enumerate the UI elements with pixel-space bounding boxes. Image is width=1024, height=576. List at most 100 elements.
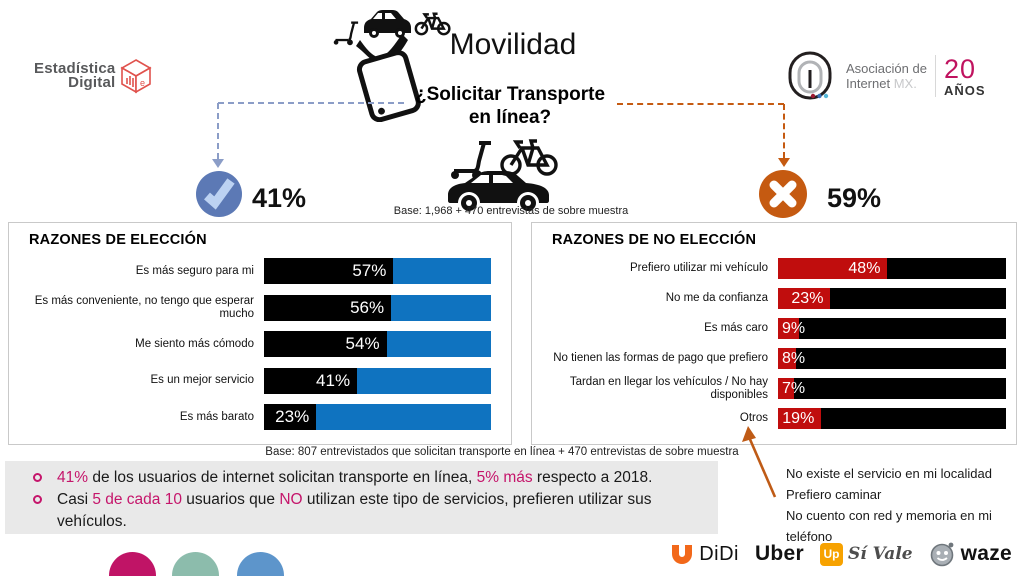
didi-label: DiDi — [699, 542, 739, 565]
aimx-mx-suffix: MX. — [893, 76, 917, 91]
bar-value-label: 41% — [316, 370, 351, 390]
bar-value-label: 7% — [782, 379, 806, 397]
slide-question-line2: en línea? — [468, 107, 552, 128]
reasons-no-panel: RAZONES DE NO ELECCIÓN Prefiero utilizar… — [531, 222, 1017, 445]
bar-row: Es más seguro para mi 57% — [9, 258, 511, 284]
bar-value-label: 9% — [782, 319, 806, 337]
no-connector-vertical — [783, 104, 785, 158]
bar-track: 56% — [264, 294, 491, 321]
bar-category-label: Es más conveniente, no tengo que esperar… — [34, 294, 254, 320]
bar-value-fill: 57% — [264, 258, 394, 284]
bar-row: Es más caro 9% — [532, 318, 1016, 339]
reasons-yes-title: RAZONES DE ELECCIÓN — [29, 232, 207, 248]
vehicles-icon — [448, 139, 558, 211]
bullet-icon — [33, 495, 42, 504]
brand-logos: DiDi Uber Up Sí Vale waze — [670, 537, 1012, 571]
bar-value-fill: 41% — [264, 367, 358, 394]
bar-value-label: 57% — [352, 261, 387, 280]
bar-track: 48% — [778, 258, 1006, 279]
deco-circle-teal — [172, 552, 219, 576]
reasons-no-bars: Prefiero utilizar mi vehículo 48% No me da… — [532, 258, 1016, 429]
estadistica-digital-logo: Estadística Digital e — [34, 58, 153, 94]
bar-value-label: 23% — [791, 289, 824, 307]
bar-track: 19% — [778, 408, 1006, 429]
callout-text: de los usuarios de internet solicitan tr… — [88, 469, 477, 486]
bar-track: 41% — [264, 367, 491, 394]
bar-value-fill: 7% — [778, 378, 805, 399]
deco-circle-pink — [109, 552, 156, 576]
other-reason-line: Prefiero caminar — [786, 487, 882, 502]
sivale-label: Sí Vale — [848, 544, 913, 564]
yes-percentage: 41% — [252, 183, 307, 213]
aimx-20-years: 20 AÑOS — [943, 55, 986, 98]
waze-logo: waze — [929, 541, 1012, 567]
slide-question: ¿Solicitar Transporte en línea? — [405, 83, 615, 129]
bar-value-fill: 48% — [778, 258, 888, 279]
bar-track: 54% — [264, 331, 491, 357]
bar-value-fill: 23% — [778, 288, 831, 309]
bar-row: Tardan en llegar los vehículos / No hay … — [532, 375, 1016, 401]
aimx-name-line1: Asociación de — [846, 61, 927, 76]
yes-connector-horizontal — [218, 102, 404, 104]
didi-icon — [672, 544, 693, 564]
bar-category-label: Es más caro — [704, 322, 768, 334]
bar-track: 9% — [778, 318, 1006, 339]
aimx-mark-icon — [788, 51, 832, 100]
bar-track: 23% — [264, 404, 491, 430]
other-reasons-list: No existe el servicio en mi localidad Pre… — [786, 463, 1024, 547]
bar-value-fill: 19% — [778, 408, 822, 429]
estadistica-digital-wordmark: Estadística Digital — [34, 60, 116, 90]
callout-bullet-item: Casi 5 de cada 10 usuarios que NO utiliz… — [29, 489, 708, 533]
bar-value-label: 23% — [275, 407, 310, 426]
aimx-years-label: AÑOS — [943, 82, 986, 98]
bar-value-label: 19% — [782, 409, 815, 427]
slide-title: Movilidad — [449, 28, 577, 61]
bar-category-label: Otros — [739, 412, 768, 424]
uber-logo: Uber — [755, 542, 804, 566]
bar-category-label: Es más barato — [179, 410, 254, 423]
slide-question-line1: ¿Solicitar Transporte — [414, 84, 606, 105]
bar-value-label: 8% — [782, 349, 806, 367]
bar-value-label: 54% — [345, 334, 380, 353]
bar-row: Es más conveniente, no tengo que esperar… — [9, 294, 511, 321]
bar-value-fill: 9% — [778, 318, 805, 339]
cube-icon: e — [120, 59, 153, 94]
bar-track: 7% — [778, 378, 1006, 399]
bar-category-label: Prefiero utilizar mi vehículo — [629, 262, 768, 274]
other-reason-line: No existe el servicio en mi localidad — [786, 466, 992, 481]
callout-bullet-item: 41% de los usuarios de internet solicita… — [29, 467, 708, 489]
reasons-yes-bars: Es más seguro para mi 57% Es más convenien… — [9, 258, 511, 430]
bar-value-label: 56% — [350, 297, 385, 317]
up-label: Up — [823, 547, 840, 561]
bar-track: 8% — [778, 348, 1006, 369]
callout-highlight-text: NO — [279, 491, 303, 508]
svg-text:e: e — [140, 78, 145, 88]
asociacion-internet-mx-logo: Asociación de Internet MX. 20 AÑOS — [786, 50, 986, 102]
reasons-yes-panel: RAZONES DE ELECCIÓN Es más seguro para m… — [8, 222, 512, 445]
other-reason-line: No cuento con red y memoria en mi teléfo… — [786, 508, 992, 544]
bar-row: Es un mejor servicio 41% — [9, 367, 511, 394]
aimx-name-line2: Internet MX. — [846, 76, 917, 91]
waze-icon — [930, 542, 953, 567]
yes-arrowhead-icon — [212, 159, 224, 168]
base-note-bottom: Base: 807 entrevistados que solicitan tr… — [265, 446, 739, 458]
bar-category-label: Me siento más cómodo — [135, 337, 254, 350]
bar-value-fill: 54% — [264, 331, 387, 357]
summary-box: 41% de los usuarios de internet solicita… — [5, 461, 718, 534]
bar-value-fill: 56% — [264, 294, 392, 321]
logo-line-1: Estadística — [34, 60, 116, 77]
callout-text: Casi — [57, 491, 93, 508]
bar-row: No me da confianza 23% — [532, 288, 1016, 309]
deco-circle-blue — [237, 552, 284, 576]
callout-text: usuarios que — [181, 491, 280, 508]
bar-row: Prefiero utilizar mi vehículo 48% — [532, 258, 1016, 279]
callout-text: respecto a 2018. — [532, 469, 653, 486]
checkmark-circle-icon — [196, 171, 242, 217]
bar-category-label: Tardan en llegar los vehículos / No hay … — [569, 375, 768, 401]
bullet-icon — [33, 473, 42, 482]
bar-category-label: Es más seguro para mi — [135, 264, 254, 277]
callout-text: utilizan este tipo de servicios, prefier… — [57, 491, 652, 530]
bar-value-label: 48% — [848, 259, 881, 277]
aimx-wordmark: Asociación de Internet MX. — [846, 61, 927, 91]
